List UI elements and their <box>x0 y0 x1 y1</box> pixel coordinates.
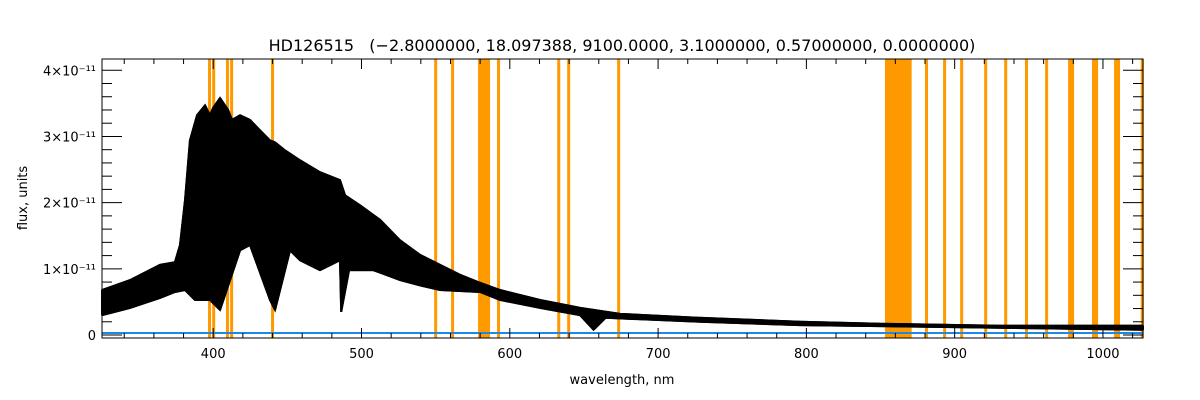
y-tick-label: 2×10⁻¹¹ <box>43 197 96 212</box>
masked-region-band <box>1068 59 1075 338</box>
masked-region-band <box>943 59 947 338</box>
masked-region-band <box>451 59 455 338</box>
masked-region-band <box>567 59 571 338</box>
y-tick-label: 1×10⁻¹¹ <box>43 263 96 278</box>
masked-region-band <box>434 59 438 338</box>
masked-region-band <box>1091 59 1099 338</box>
x-tick-label: 1000 <box>1086 347 1119 362</box>
masked-region-band <box>925 59 929 338</box>
masked-region-band <box>960 59 964 338</box>
y-tick-label: 0 <box>88 329 96 344</box>
x-tick-label: 500 <box>349 347 374 362</box>
masked-region-band <box>1045 59 1049 338</box>
series-layer <box>101 96 1144 335</box>
x-tick-label: 800 <box>794 347 819 362</box>
masked-region-band <box>984 59 988 338</box>
masked-region-band <box>884 59 912 338</box>
plot-frame <box>101 58 1144 339</box>
x-axis-label: wavelength, nm <box>570 373 675 388</box>
masked-region-band <box>557 59 561 338</box>
axes: 400 500 600 700 800 900 1000 0 1×10⁻¹¹ 2×10⁻¹¹ 3×1… <box>43 58 1144 362</box>
spectrum-lower-line <box>101 243 1144 332</box>
x-tick-label: 600 <box>497 347 522 362</box>
masked-region-band <box>1024 59 1028 338</box>
masked-region-band <box>1140 59 1144 338</box>
masked-region-band <box>478 59 491 338</box>
masked-region-band <box>497 59 501 338</box>
y-tick-label: 4×10⁻¹¹ <box>43 64 96 79</box>
chart-title: HD126515 (−2.8000000, 18.097388, 9100.00… <box>269 36 976 55</box>
x-tick-label: 700 <box>646 347 671 362</box>
y-axis-label: flux, units <box>16 166 31 231</box>
masked-region-band <box>1004 59 1008 338</box>
y-tick-label: 3×10⁻¹¹ <box>43 130 96 145</box>
masked-region-band <box>617 59 621 338</box>
x-tick-label: 400 <box>201 347 226 362</box>
x-tick-label: 900 <box>942 347 967 362</box>
masked-region-band <box>1114 59 1121 338</box>
spectrum-upper-line <box>101 96 1143 327</box>
